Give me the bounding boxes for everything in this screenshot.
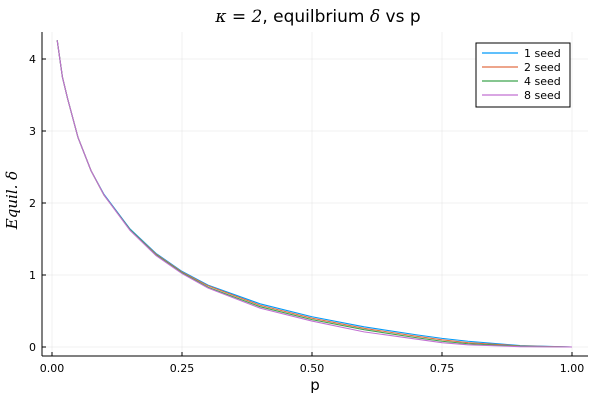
legend-box bbox=[475, 42, 571, 108]
y-tick-label: 2 bbox=[29, 197, 36, 210]
legend-label: 1 seed bbox=[524, 47, 561, 60]
title-part: δ bbox=[370, 7, 380, 27]
legend-label: 4 seed bbox=[524, 75, 561, 88]
x-axis-title: p bbox=[310, 376, 320, 394]
title-part: vs p bbox=[380, 7, 421, 27]
x-tick-label: 0.50 bbox=[300, 362, 325, 375]
series-line bbox=[56, 40, 573, 348]
tick-labels: 0.00 0.25 0.50 0.75 1.00 0 1 2 3 4 bbox=[29, 53, 584, 375]
title-part: , equilbrium bbox=[262, 7, 370, 27]
title-part: κ = 2 bbox=[214, 7, 262, 27]
axes bbox=[41, 32, 588, 357]
y-tick-label: 0 bbox=[29, 341, 36, 354]
y-axis-title: Equil. δ bbox=[3, 171, 21, 230]
series-lines bbox=[56, 40, 573, 348]
x-tick-label: 0.25 bbox=[170, 362, 195, 375]
y-tick-label: 4 bbox=[29, 53, 36, 66]
chart-title: κ = 2, equilbrium δ vs p bbox=[214, 7, 420, 27]
x-tick-label: 0.00 bbox=[40, 362, 65, 375]
y-tick-label: 1 bbox=[29, 269, 36, 282]
x-tick-label: 1.00 bbox=[560, 362, 585, 375]
x-tick-label: 0.75 bbox=[430, 362, 455, 375]
y-tick-label: 3 bbox=[29, 125, 36, 138]
legend-label: 2 seed bbox=[524, 61, 561, 74]
legend-label: 8 seed bbox=[524, 89, 561, 102]
